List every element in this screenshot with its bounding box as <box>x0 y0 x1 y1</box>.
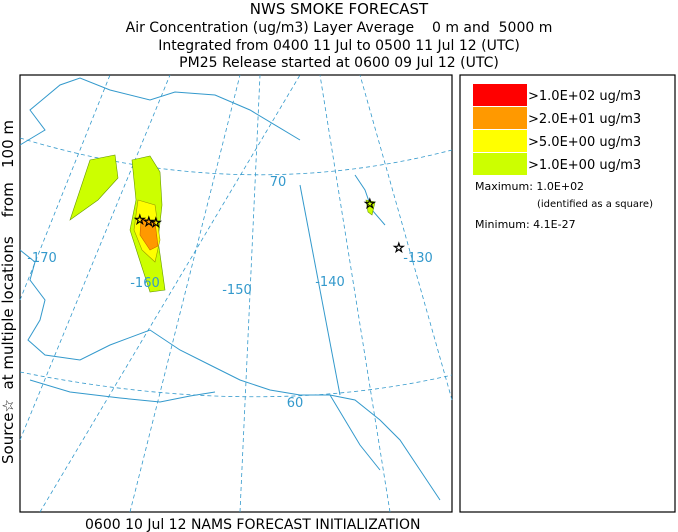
coast <box>19 77 301 146</box>
border <box>329 394 381 471</box>
legend-swatch <box>473 130 527 152</box>
footer: 0600 10 Jul 12 NAMS FORECAST INITIALIZAT… <box>85 517 420 532</box>
legend-label: >2.0E+01 ug/m3 <box>528 112 641 127</box>
source-star: ☆ <box>393 241 405 256</box>
graticule-labels: -170 -160 -150 -140 -130 70 60 <box>27 175 433 411</box>
meridian <box>129 74 241 513</box>
subtitle: PM25 Release started at 0600 09 Jul 12 (… <box>179 55 499 71</box>
legend: >1.0E+02 ug/m3 >2.0E+01 ug/m3 >5.0E+00 ug/… <box>459 74 676 513</box>
graticule-label: -150 <box>222 283 252 298</box>
legend-swatch <box>473 84 527 106</box>
coast <box>19 249 441 501</box>
graticule-label: -170 <box>27 251 57 266</box>
map-frame <box>19 74 453 513</box>
legend-swatch <box>473 153 527 175</box>
side-label: Source☆ at multiple locations from 100 m <box>0 120 17 464</box>
meridian <box>359 74 453 401</box>
graticule-label: -160 <box>130 276 160 291</box>
minimum: Minimum: 4.1E-27 <box>475 218 576 231</box>
meridian <box>19 74 171 441</box>
meridian <box>19 74 111 301</box>
source-star: ☆ <box>364 197 376 212</box>
legend-label: >1.0E+00 ug/m3 <box>528 158 641 173</box>
source-star: ☆ <box>150 216 162 231</box>
source-star: ☆ <box>143 215 155 230</box>
smoke-plume <box>69 154 376 293</box>
graticule-label: -140 <box>315 275 345 290</box>
subtitle: Integrated from 0400 11 Jul to 0500 11 J… <box>158 38 520 54</box>
plume-area <box>69 154 119 221</box>
source-markers: ☆ ☆ ☆ ☆ ☆ <box>134 197 405 257</box>
maximum-note: (identified as a square) <box>537 199 653 210</box>
meridian <box>319 74 391 513</box>
parallel <box>19 137 453 176</box>
plume-area <box>365 199 376 216</box>
parallel <box>19 371 453 398</box>
title: NWS SMOKE FORECAST <box>250 0 429 18</box>
border <box>299 184 341 396</box>
legend-items: >1.0E+02 ug/m3 >2.0E+01 ug/m3 >5.0E+00 ug/… <box>473 84 641 175</box>
map: ☆ ☆ ☆ ☆ ☆ -170 -160 -150 -140 -130 70 60 <box>19 74 453 513</box>
graticule-label: -130 <box>403 251 433 266</box>
graticule <box>19 74 453 513</box>
source-star: ☆ <box>134 213 146 228</box>
coast <box>354 174 386 226</box>
maximum: Maximum: 1.0E+02 <box>475 180 584 193</box>
subtitle: Air Concentration (ug/m3) Layer Average … <box>126 20 553 36</box>
legend-label: >5.0E+00 ug/m3 <box>528 135 641 150</box>
legend-label: >1.0E+02 ug/m3 <box>528 89 641 104</box>
coastline <box>19 77 441 501</box>
plume-area <box>139 217 159 251</box>
meridian <box>239 74 261 513</box>
graticule-label: 70 <box>270 175 287 190</box>
legend-swatch <box>473 107 527 129</box>
graticule-label: 60 <box>287 396 304 411</box>
coast <box>29 379 216 403</box>
